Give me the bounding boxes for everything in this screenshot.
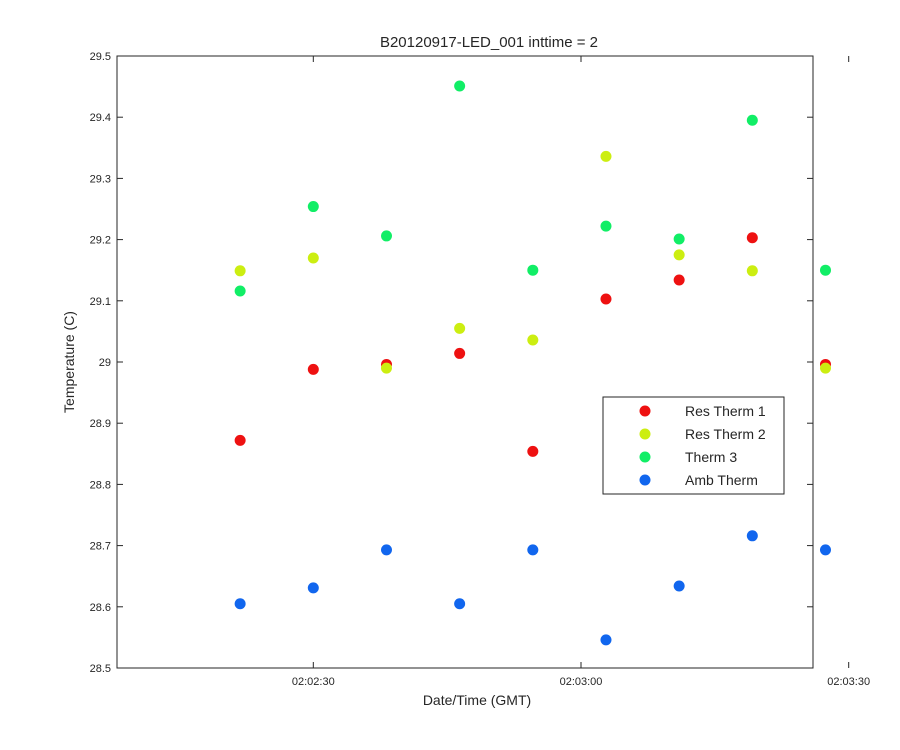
- point-res-therm-2: [600, 150, 612, 162]
- y-tick-label: 28.6: [90, 602, 111, 614]
- point-res-therm-1: [600, 293, 612, 305]
- point-therm-3: [380, 230, 392, 242]
- y-tick-label: 29.5: [90, 51, 111, 63]
- x-tick-label: 02:03:00: [560, 676, 603, 688]
- legend-box: [602, 396, 785, 495]
- plot-area: [116, 55, 814, 669]
- point-amb-therm: [819, 544, 831, 556]
- legend-label: Amb Therm: [685, 472, 758, 488]
- y-tick-label: 29: [99, 357, 111, 369]
- x-axis-label: Date/Time (GMT): [423, 692, 531, 708]
- point-amb-therm: [600, 634, 612, 646]
- point-res-therm-2: [380, 362, 392, 374]
- legend-marker: [639, 405, 651, 417]
- point-res-therm-1: [307, 363, 319, 375]
- point-res-therm-2: [307, 252, 319, 264]
- legend-label: Therm 3: [685, 449, 737, 465]
- point-amb-therm: [454, 598, 466, 610]
- point-therm-3: [746, 114, 758, 126]
- point-res-therm-2: [673, 249, 685, 261]
- y-tick-label: 28.9: [90, 418, 111, 430]
- point-res-therm-2: [746, 265, 758, 277]
- legend-label: Res Therm 2: [685, 426, 766, 442]
- x-tick-label: 02:02:30: [292, 676, 335, 688]
- y-tick-label: 29.1: [90, 296, 111, 308]
- point-therm-3: [673, 233, 685, 245]
- point-res-therm-1: [454, 347, 466, 359]
- x-tick-label: 02:03:30: [827, 676, 870, 688]
- y-axis-label: Temperature (C): [61, 311, 77, 413]
- chart-title: B20120917-LED_001 inttime = 2: [380, 34, 598, 51]
- point-res-therm-2: [819, 362, 831, 374]
- y-tick-label: 29.2: [90, 235, 111, 247]
- point-res-therm-2: [527, 334, 539, 346]
- point-res-therm-1: [673, 274, 685, 286]
- legend-marker: [639, 474, 651, 486]
- legend-label: Res Therm 1: [685, 403, 766, 419]
- point-amb-therm: [380, 544, 392, 556]
- point-res-therm-1: [746, 232, 758, 244]
- legend: Res Therm 1 Res Therm 2 Therm 3 Amb Therm: [602, 396, 785, 495]
- point-res-therm-2: [454, 322, 466, 334]
- point-res-therm-1: [234, 434, 246, 446]
- legend-marker: [639, 451, 651, 463]
- point-therm-3: [234, 285, 246, 297]
- point-therm-3: [819, 264, 831, 276]
- point-therm-3: [307, 201, 319, 213]
- point-therm-3: [600, 220, 612, 232]
- point-amb-therm: [527, 544, 539, 556]
- point-amb-therm: [746, 530, 758, 542]
- y-tick-label: 29.3: [90, 173, 111, 185]
- point-amb-therm: [234, 598, 246, 610]
- point-therm-3: [527, 264, 539, 276]
- y-tick-label: 29.4: [90, 112, 111, 124]
- point-therm-3: [454, 80, 466, 92]
- y-axis: 28.5 28.6 28.7 28.8 28.9 29 29.1 29.2 29.3 29.4 29…: [90, 51, 813, 675]
- legend-marker: [639, 428, 651, 440]
- point-amb-therm: [673, 580, 685, 592]
- y-tick-label: 28.7: [90, 541, 111, 553]
- data-markers: [234, 80, 831, 646]
- point-amb-therm: [307, 582, 319, 594]
- x-axis: 02:02:30 02:03:00 02:03:30: [292, 56, 870, 688]
- y-tick-label: 28.8: [90, 479, 111, 491]
- point-res-therm-1: [527, 445, 539, 457]
- point-res-therm-2: [234, 265, 246, 277]
- y-tick-label: 28.5: [90, 663, 111, 675]
